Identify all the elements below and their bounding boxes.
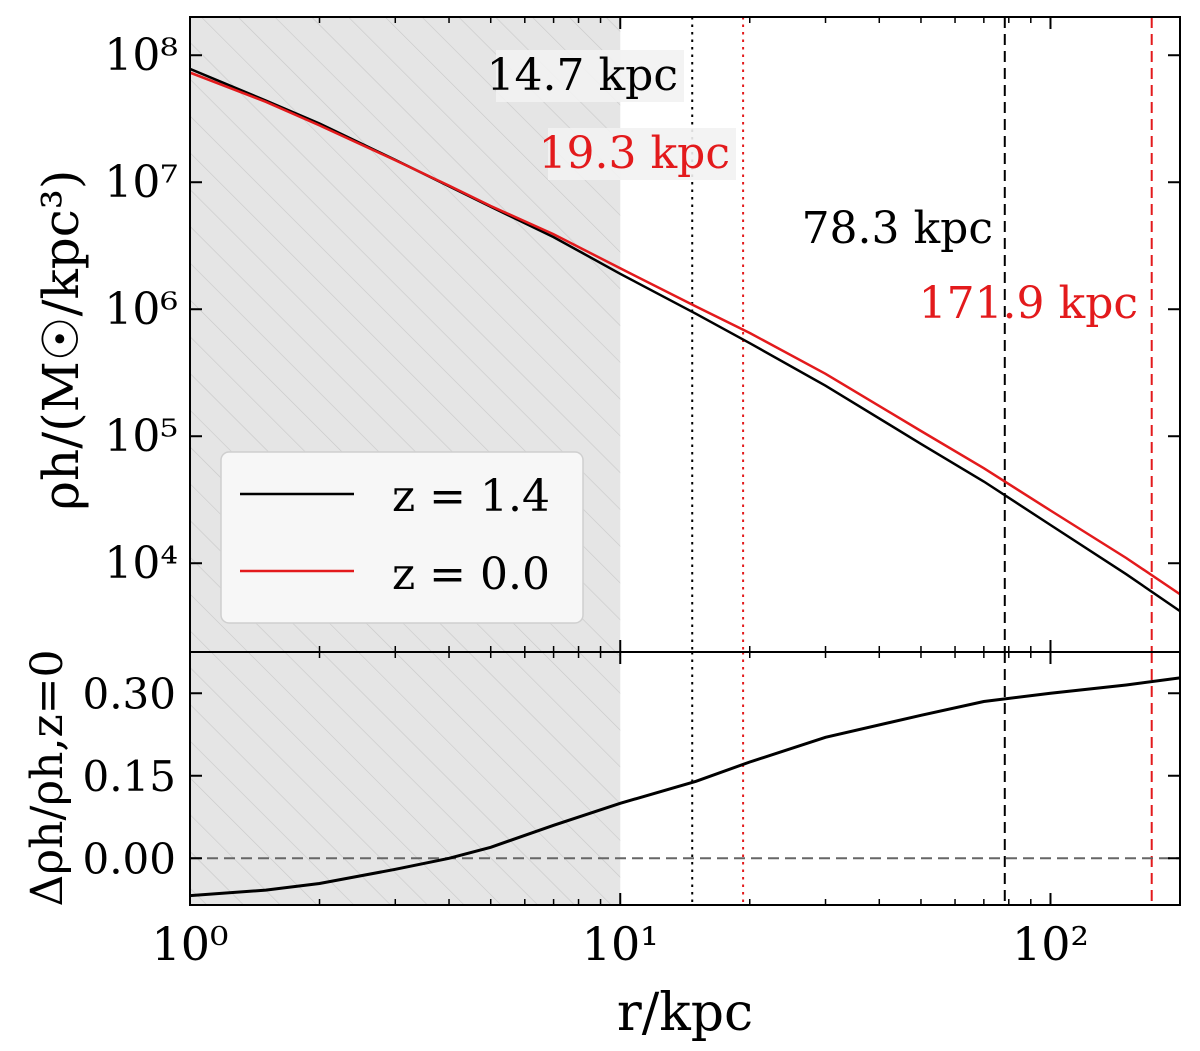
x-tick-label-0: 10⁰ bbox=[152, 917, 229, 971]
radius-label-bg-1 bbox=[548, 128, 736, 180]
density-y-ticks: 10⁴ 10⁵ 10⁶ 10⁷ 10⁸ bbox=[104, 30, 1180, 589]
residual-y-axis-label: Δρh/ρh,z=0 bbox=[22, 649, 73, 906]
residual-y-tick-label-0: 0.00 bbox=[82, 834, 176, 883]
density-y-tick-label-1: 10⁵ bbox=[104, 411, 178, 462]
legend-label-z14: z = 1.4 bbox=[392, 471, 550, 522]
residual-curve bbox=[190, 676, 1180, 898]
density-x-ticks bbox=[189, 17, 1181, 652]
radius-label-bg-0 bbox=[496, 50, 684, 102]
residual-y-ticks: 0.00 0.15 0.30 bbox=[82, 669, 1180, 883]
residual-line-0 bbox=[190, 676, 1180, 898]
radius-lines bbox=[691, 652, 1153, 905]
density-y-axis-label: ρh/(M☉/kpc³) bbox=[32, 170, 90, 511]
radius-label-2: 78.3 kpc bbox=[802, 203, 993, 254]
density-y-tick-label-2: 10⁶ bbox=[104, 284, 178, 335]
radius-label-3: 171.9 kpc bbox=[919, 278, 1138, 329]
residual-panel-frame bbox=[189, 651, 1181, 906]
residual-y-tick-label-1: 0.15 bbox=[82, 752, 176, 801]
density-panel: 14.7 kpc 19.3 kpc 78.3 kpc 171.9 kpc 10⁴ 10⁵… bbox=[32, 16, 1181, 653]
radius-labels: 14.7 kpc 19.3 kpc 78.3 kpc 171.9 kpc bbox=[487, 50, 1138, 329]
series-line-1 bbox=[190, 71, 1180, 596]
density-y-tick-label-0: 10⁴ bbox=[104, 538, 178, 589]
x-axis-label: r/kpc bbox=[617, 983, 753, 1043]
legend-label-z00: z = 0.0 bbox=[392, 549, 550, 600]
x-tick-label-1: 10¹ bbox=[582, 917, 659, 971]
radius-label-1: 19.3 kpc bbox=[539, 128, 730, 179]
density-curves bbox=[190, 67, 1180, 613]
shaded-region-hatch bbox=[190, 652, 621, 905]
density-y-tick-label-3: 10⁷ bbox=[104, 157, 178, 208]
x-tick-label-2: 10² bbox=[1012, 917, 1089, 971]
residual-panel: 0.00 0.15 0.30 10⁰ 10¹ 10² Δρh/ρh,z=0 r/kpc bbox=[22, 649, 1181, 1043]
shaded-region bbox=[190, 652, 621, 905]
residual-x-ticks: 10⁰ 10¹ 10² bbox=[152, 652, 1181, 971]
radius-lines bbox=[691, 17, 1153, 652]
radius-label-0: 14.7 kpc bbox=[487, 50, 678, 101]
legend: z = 1.4 z = 0.0 bbox=[220, 451, 584, 624]
residual-y-tick-label-2: 0.30 bbox=[82, 669, 176, 718]
density-y-tick-label-4: 10⁸ bbox=[104, 30, 178, 81]
